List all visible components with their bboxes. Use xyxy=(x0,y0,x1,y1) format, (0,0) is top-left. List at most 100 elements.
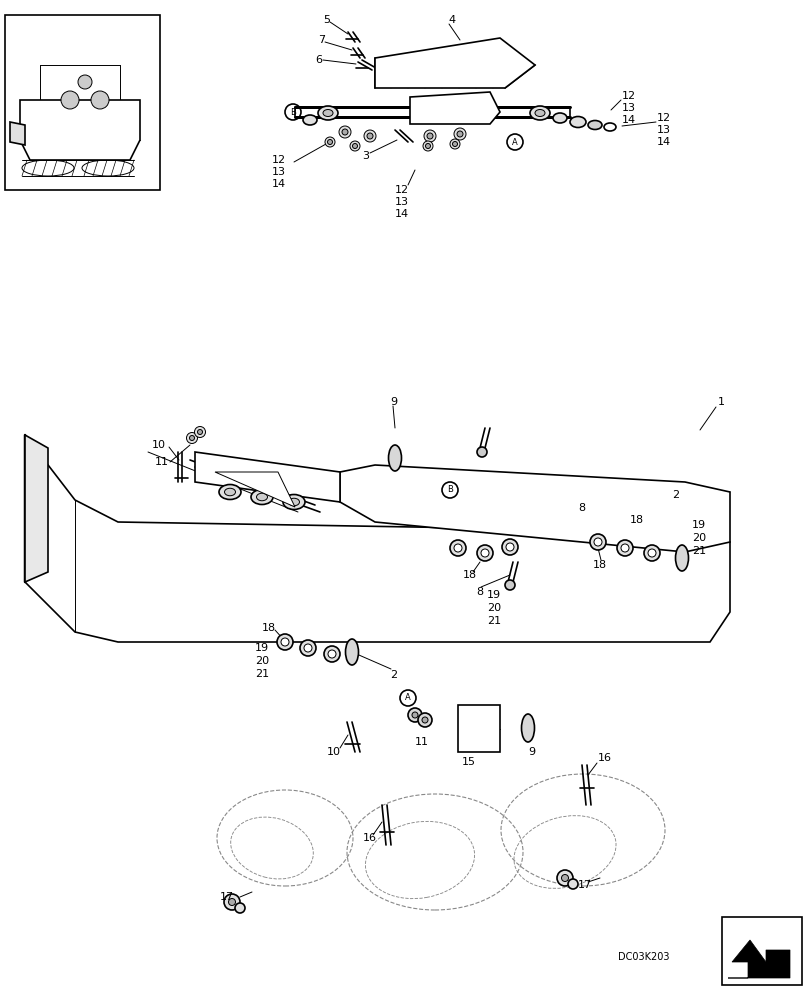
Text: 18: 18 xyxy=(462,570,477,580)
Ellipse shape xyxy=(569,116,586,128)
Text: 14: 14 xyxy=(621,115,635,125)
Text: 12: 12 xyxy=(394,185,409,195)
Ellipse shape xyxy=(288,498,299,506)
Circle shape xyxy=(363,130,375,142)
Text: 16: 16 xyxy=(363,833,376,843)
Circle shape xyxy=(643,545,659,561)
Ellipse shape xyxy=(224,488,235,496)
Text: 8: 8 xyxy=(577,503,585,513)
Circle shape xyxy=(556,870,573,886)
Circle shape xyxy=(449,139,460,149)
Circle shape xyxy=(568,879,577,889)
Text: 2: 2 xyxy=(389,670,397,680)
Ellipse shape xyxy=(552,113,566,123)
Text: 20: 20 xyxy=(487,603,500,613)
Text: 14: 14 xyxy=(656,137,671,147)
Text: 11: 11 xyxy=(414,737,428,747)
Text: 20: 20 xyxy=(255,656,268,666)
Text: 9: 9 xyxy=(389,397,397,407)
Circle shape xyxy=(187,432,197,444)
Circle shape xyxy=(195,426,205,438)
Text: 14: 14 xyxy=(394,209,409,219)
Ellipse shape xyxy=(587,121,601,130)
Ellipse shape xyxy=(219,485,241,499)
Circle shape xyxy=(281,638,289,646)
Text: 4: 4 xyxy=(448,15,454,25)
Text: 6: 6 xyxy=(315,55,322,65)
Text: 10: 10 xyxy=(152,440,165,450)
Text: B: B xyxy=(290,108,295,117)
Polygon shape xyxy=(727,940,789,978)
Circle shape xyxy=(501,539,517,555)
Ellipse shape xyxy=(675,545,688,571)
Circle shape xyxy=(452,142,457,147)
Text: 5: 5 xyxy=(323,15,329,25)
Polygon shape xyxy=(10,122,25,145)
Text: 13: 13 xyxy=(272,167,285,177)
Circle shape xyxy=(476,447,487,457)
Circle shape xyxy=(61,91,79,109)
Circle shape xyxy=(367,133,372,139)
Circle shape xyxy=(505,543,513,551)
Circle shape xyxy=(411,712,418,718)
Text: 19: 19 xyxy=(487,590,500,600)
Circle shape xyxy=(594,538,601,546)
Circle shape xyxy=(457,131,462,137)
Text: DC03K203: DC03K203 xyxy=(617,952,669,962)
Text: 9: 9 xyxy=(527,747,534,757)
Text: 12: 12 xyxy=(621,91,635,101)
Polygon shape xyxy=(20,100,139,160)
Circle shape xyxy=(328,650,336,658)
Text: 1: 1 xyxy=(717,397,724,407)
Circle shape xyxy=(277,634,293,650)
Text: 17: 17 xyxy=(577,880,591,890)
Text: 19: 19 xyxy=(691,520,706,530)
Circle shape xyxy=(324,646,340,662)
Text: A: A xyxy=(405,694,410,702)
Ellipse shape xyxy=(303,115,316,125)
Text: 13: 13 xyxy=(621,103,635,113)
Text: 10: 10 xyxy=(327,747,341,757)
Circle shape xyxy=(299,640,315,656)
Circle shape xyxy=(453,544,461,552)
Polygon shape xyxy=(25,435,729,642)
Text: 15: 15 xyxy=(461,757,475,767)
Text: 18: 18 xyxy=(592,560,607,570)
Text: 12: 12 xyxy=(656,113,671,123)
Circle shape xyxy=(91,91,109,109)
Circle shape xyxy=(224,894,240,910)
Circle shape xyxy=(327,140,332,145)
Circle shape xyxy=(423,141,432,151)
Ellipse shape xyxy=(345,639,358,665)
Ellipse shape xyxy=(530,106,549,120)
Text: A: A xyxy=(512,138,517,147)
Text: 2: 2 xyxy=(672,490,678,500)
Circle shape xyxy=(352,144,357,149)
Polygon shape xyxy=(375,38,534,88)
Bar xyxy=(5,15,160,190)
Circle shape xyxy=(427,133,432,139)
Circle shape xyxy=(425,144,430,149)
Ellipse shape xyxy=(283,494,305,510)
Text: 20: 20 xyxy=(691,533,706,543)
Circle shape xyxy=(561,874,568,882)
Circle shape xyxy=(418,713,431,727)
Text: B: B xyxy=(447,486,453,494)
Polygon shape xyxy=(457,705,500,752)
Circle shape xyxy=(422,717,427,723)
Text: 14: 14 xyxy=(272,179,285,189)
Circle shape xyxy=(476,545,492,561)
Text: 18: 18 xyxy=(262,623,276,633)
Polygon shape xyxy=(215,472,294,507)
Polygon shape xyxy=(340,465,729,552)
Bar xyxy=(721,917,801,985)
Text: 21: 21 xyxy=(255,669,268,679)
Ellipse shape xyxy=(323,110,333,117)
Text: 7: 7 xyxy=(318,35,324,45)
Circle shape xyxy=(590,534,605,550)
Circle shape xyxy=(407,708,422,722)
Text: 21: 21 xyxy=(487,616,500,626)
Circle shape xyxy=(197,430,202,434)
Circle shape xyxy=(453,128,466,140)
Text: 18: 18 xyxy=(629,515,643,525)
